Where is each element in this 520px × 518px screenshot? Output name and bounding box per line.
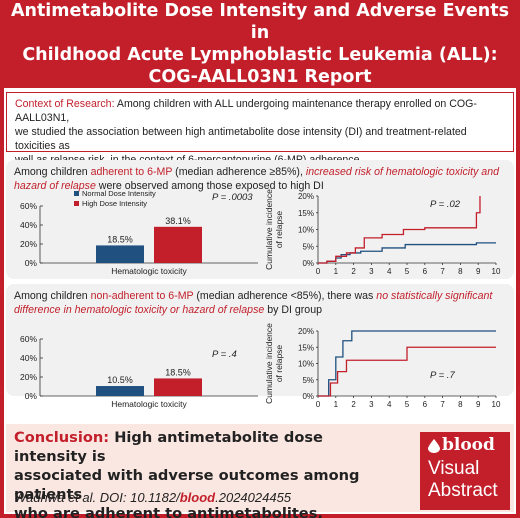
citation: Wadhwa et al. DOI: 10.1182/blood.2024024… <box>14 490 394 505</box>
citation-prefix: Wadhwa et al. DOI: 10.1182/ <box>14 490 180 505</box>
context-line-2: we studied the association between high … <box>15 126 467 152</box>
conclusion-line-3: who are adherent to antimetabolites. <box>14 505 323 518</box>
citation-suffix: .2024024455 <box>215 490 292 505</box>
nonadherent-finding-1: no statistically significant <box>376 290 493 302</box>
nonadherent-finding-2: difference in hematologic toxicity or ha… <box>14 304 265 316</box>
nonadherent-text-1: Among children <box>14 290 91 302</box>
blood-drop-icon <box>428 439 440 453</box>
conclusion-line-1: High antimetabolite dose intensity is <box>14 429 323 465</box>
logo-line-2: Abstract <box>428 480 498 501</box>
title-banner: Antimetabolite Dose Intensity and Advers… <box>0 0 520 88</box>
context-label: Context of Research: <box>15 98 115 110</box>
conclusion-line-2: associated with adverse outcomes among p… <box>14 467 360 503</box>
citation-journal: blood <box>179 490 216 505</box>
adherent-panel: Among children adherent to 6-MP (median … <box>6 160 514 279</box>
title-line-2: Childhood Acute Lymphoblastic Leukemia (… <box>22 45 498 65</box>
conclusion-label: Conclusion: <box>14 429 110 446</box>
logo-brand: blood <box>442 435 495 455</box>
nonadherent-panel: Among children non-adherent to 6-MP (med… <box>6 284 514 396</box>
context-line-1: Among children with ALL undergoing maint… <box>15 98 477 124</box>
title-line-3: COG-AALL03N1 Report <box>148 67 372 87</box>
nonadherent-text-3: by DI group <box>264 304 322 316</box>
nonadherent-text-2: (median adherence <85%), there was <box>193 290 377 302</box>
nonadherent-highlight: non-adherent to 6-MP <box>90 290 194 302</box>
adherent-finding-2: hazard of relapse <box>14 180 96 192</box>
conclusion-text: Conclusion: High antimetabolite dose int… <box>14 428 394 518</box>
nonadherent-panel-text: Among children non-adherent to 6-MP (med… <box>14 289 506 317</box>
page-title: Antimetabolite Dose Intensity and Advers… <box>0 0 520 88</box>
adherent-text-3: were observed among those exposed to hig… <box>95 180 324 192</box>
logo-line-1: Visual <box>428 458 480 479</box>
context-box: Context of Research: Among children with… <box>6 92 514 166</box>
adherent-highlight: adherent to 6-MP <box>90 166 173 178</box>
adherent-finding-1: increased risk of hematologic toxicity a… <box>305 166 499 178</box>
adherent-text-1: Among children <box>14 166 91 178</box>
adherent-text-2: (median adherence ≥85%), <box>172 166 306 178</box>
blood-visual-abstract-logo: blood Visual Abstract <box>420 432 510 510</box>
adherent-panel-text: Among children adherent to 6-MP (median … <box>14 165 506 193</box>
title-line-1: Antimetabolite Dose Intensity and Advers… <box>10 1 510 43</box>
